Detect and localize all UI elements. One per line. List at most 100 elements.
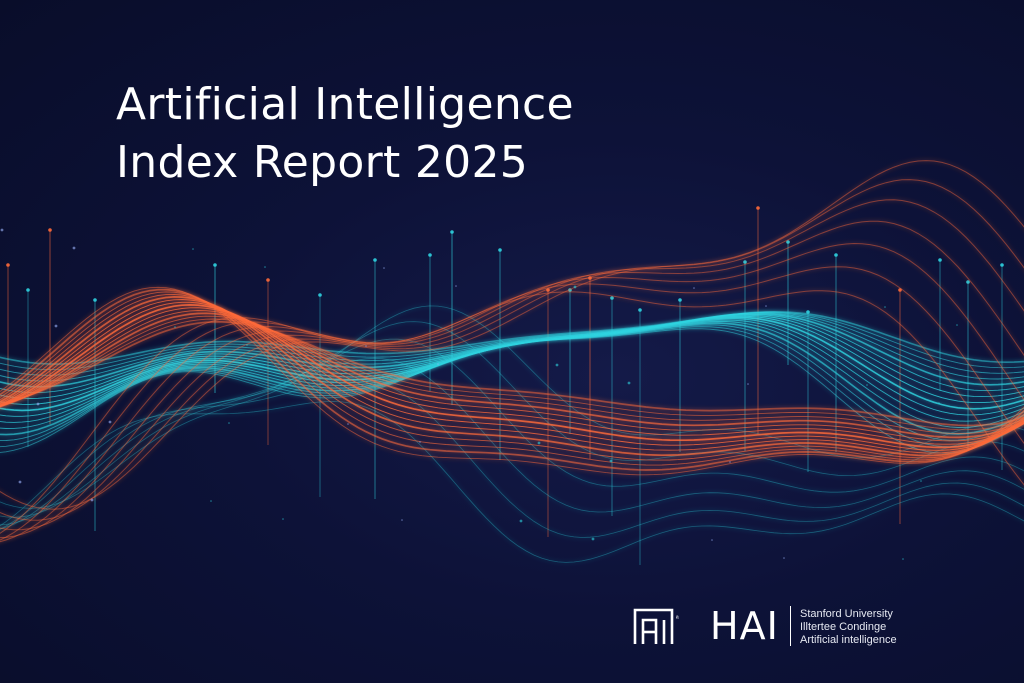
star-dot [537,441,541,445]
star-dot [765,305,767,307]
cyan-wave [0,401,1024,563]
logo-divider [790,606,791,646]
star-dot [627,381,631,385]
star-dot [693,287,695,289]
star-dot [573,285,577,289]
orange-wave [0,286,1024,476]
spark-dot [93,298,97,302]
star-dot [711,539,713,541]
star-dot [18,480,22,484]
spark-dot [678,298,682,302]
orange-wave [0,307,1024,445]
cyan-wave [0,305,1024,509]
orange-wave [0,312,1024,439]
cyan-wave [0,310,1024,365]
star-dot [419,441,421,443]
spark-dot [26,288,30,292]
org-line-1: Stanford University [800,608,893,620]
orange-wave [0,299,1024,454]
spark-dot [373,258,377,262]
spark-dot [966,280,970,284]
orange-wave [0,179,1024,521]
star-dot [519,519,523,523]
title-line-2: Index Report 2025 [116,137,529,188]
orange-wave [0,310,1024,442]
star-dot [347,423,349,425]
star-dot [956,324,958,326]
ai-logo-icon [633,608,674,644]
orange-wave [0,304,1024,449]
spark-dot [756,206,760,210]
orange-wave [0,266,1024,541]
star-dot [36,402,40,406]
star-dot [228,422,230,424]
spark-dot [1000,263,1004,267]
star-dot [54,324,58,328]
star-dot [455,285,457,287]
spark-dot [318,293,322,297]
orange-wave [0,288,1024,471]
spark-dot [938,258,942,262]
star-dot [920,480,922,482]
vertical-spark-lines [6,206,1004,565]
cyan-wave [0,357,1024,530]
spark-dot [610,296,614,300]
spark-dot [806,310,810,314]
cyan-wave [0,338,1024,526]
cyan-wave [0,328,1024,454]
star-dot [0,228,4,232]
star-dot [866,384,868,386]
orange-wave [0,318,1024,431]
cyan-wave [0,326,1024,448]
cyan-wave [0,311,1024,371]
spark-dot [6,263,10,267]
org-line-2: Illtertee Condinge [800,621,887,633]
spark-dot [450,230,454,234]
spark-dot [638,308,642,312]
star-dots [0,228,958,560]
hai-wordmark: HAI [710,604,779,648]
orange-wave [0,293,1024,461]
star-dot [729,461,731,463]
star-dot [264,266,266,268]
org-line-3: Artificial intelligence [800,634,897,646]
page-title: Artificial Intelligence Index Report 202… [116,76,574,192]
orange-wave [0,291,1024,466]
star-dot [938,402,940,404]
star-dot [383,267,385,269]
orange-wave [0,242,1024,543]
star-dot [365,345,367,347]
organization-name: Stanford University Illtertee Condinge A… [800,608,897,647]
star-dot [555,363,559,367]
star-dot [591,537,595,541]
orange-wave-bundle [0,160,1024,543]
ai-logo-mark: ª [632,606,686,646]
star-dot [192,248,194,250]
cyan-wave [0,312,1024,388]
star-dot [282,518,284,520]
orange-wave [0,296,1024,457]
orange-wave [0,290,1024,534]
star-dot [401,519,403,521]
logo-mark-suffix: ª [676,616,679,623]
cyan-wave-bundle [0,305,1024,563]
orange-wave [0,220,1024,539]
spark-dot [428,253,432,257]
orange-wave [0,301,1024,451]
orange-wave [0,321,1024,427]
star-dot [210,500,212,502]
orange-wave [0,315,1024,435]
spark-dot [213,263,217,267]
spark-dot [786,240,790,244]
spark-dot [48,228,52,232]
spark-dot [834,253,838,257]
star-dot [884,306,886,308]
cyan-wave [0,313,1024,394]
star-dot [246,344,248,346]
orange-wave [0,160,1024,510]
star-dot [437,363,439,365]
spark-dot [498,248,502,252]
star-dot [902,558,904,560]
star-dot [174,326,176,328]
